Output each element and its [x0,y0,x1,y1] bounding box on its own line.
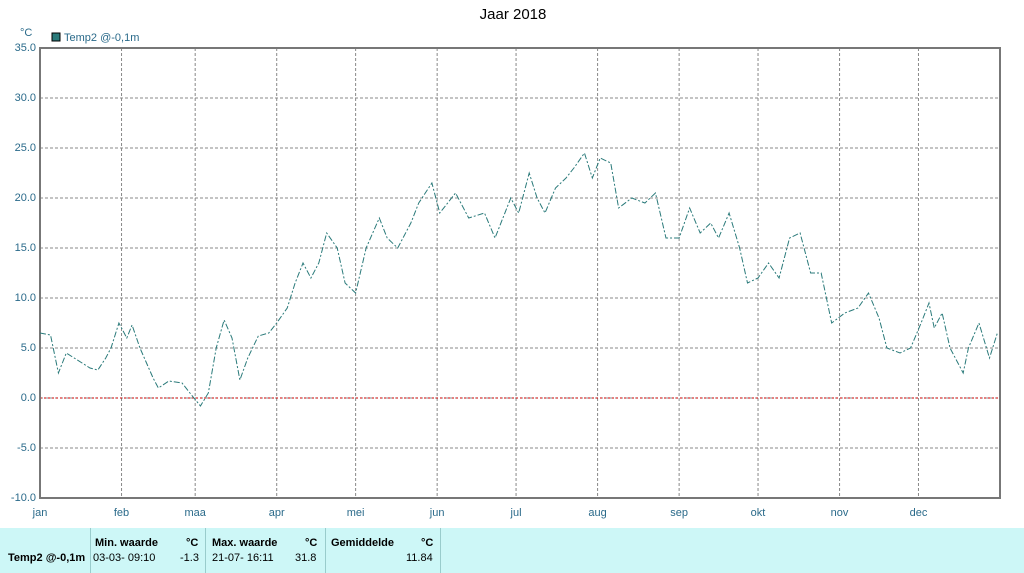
plot-border [39,47,1001,499]
x-tick-label: mei [347,507,365,519]
cell: 21-07- 16:11 [212,552,274,564]
x-tick-label: nov [831,507,849,519]
row-label: Temp2 @-0,1m [8,552,86,564]
x-tick-label: feb [114,507,129,519]
data-line [39,151,998,407]
chart-title: Jaar 2018 [480,6,547,23]
x-tick-label: dec [910,507,928,519]
x-tick-label: apr [269,507,285,519]
legend-label: Temp2 @-0,1m [64,32,139,44]
legend-swatch [51,32,61,42]
cell: 03-03- 09:10 [93,552,156,564]
header-cell: Min. waarde [95,537,158,549]
y-tick-label: 35.0 [15,42,36,54]
header-cell: Max. waarde [212,537,278,549]
stats-table: Min. waarde °C Max. waarde °C Gemiddelde… [0,528,1024,573]
plot-area [40,48,1000,498]
x-tick-label: aug [588,507,606,519]
y-tick-label: 20.0 [15,192,36,204]
x-tick-label: jan [32,507,48,519]
x-tick-label: sep [670,507,688,519]
cell: 31.8 [295,552,317,564]
x-tick-label: maa [184,507,206,519]
x-tick-label: jul [510,507,522,519]
y-tick-label: -10.0 [11,492,36,504]
chart: Jaar 2018 °C -10.0 -5.0 0.0 5.0 10.0 15.0 20.0… [11,6,1001,519]
header-cell: Gemiddelde [331,537,394,549]
y-tick-label: 15.0 [15,242,36,254]
x-tick-label: okt [751,507,766,519]
y-tick-label: 0.0 [21,392,36,404]
cell: -1.3 [180,552,199,564]
y-tick-label: 30.0 [15,92,36,104]
cell: 11.84 [406,552,433,564]
y-tick-label: 5.0 [21,342,36,354]
y-tick-label: 25.0 [15,142,36,154]
y-tick-label: 10.0 [15,292,36,304]
y-unit: °C [20,27,32,39]
header-cell: °C [421,537,434,549]
x-tick-label: jun [429,507,445,519]
y-tick-label: -5.0 [17,442,36,454]
header-cell: °C [305,537,318,549]
header-cell: °C [186,537,199,549]
